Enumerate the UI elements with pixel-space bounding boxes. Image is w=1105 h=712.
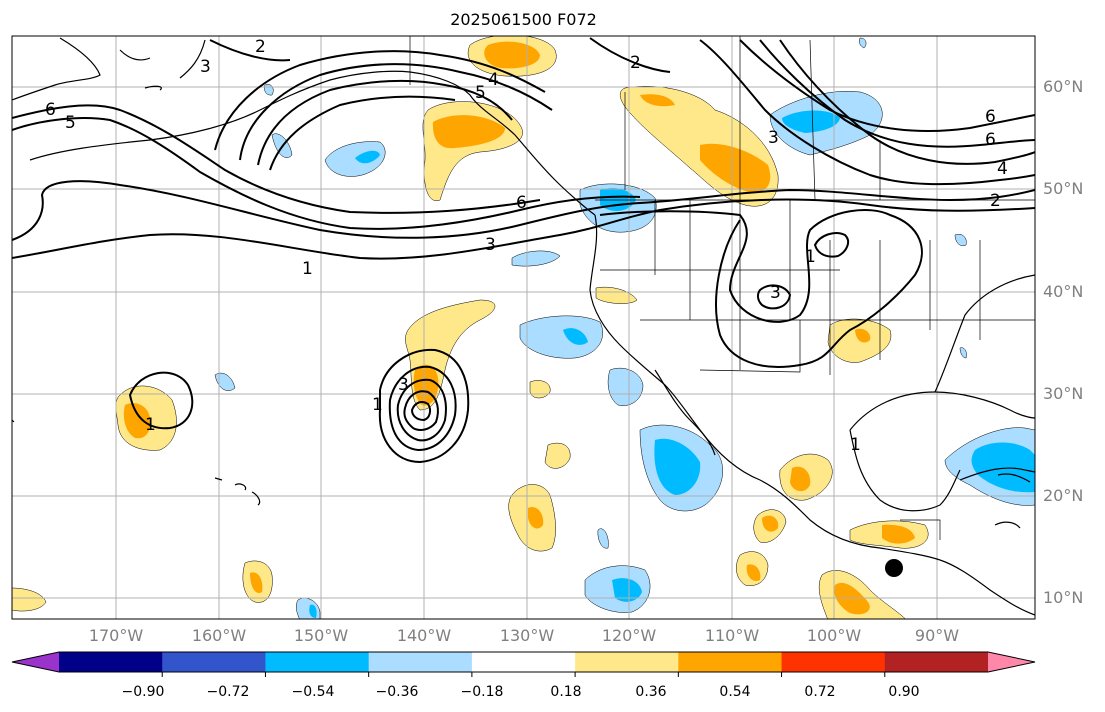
map-area: 6 5 3 2 4 5 6 3 1 2 6 3 6 4 2 1 3 1 1 3 … [12,36,1035,619]
colorbar-segment [265,652,370,672]
map-frame [11,35,1036,620]
contour-label: 6 [45,100,56,120]
colorbar-tick-label: −0.54 [291,684,335,700]
coastlines [12,37,1035,616]
gridlines [12,36,1035,619]
contour-label: 1 [372,395,383,415]
lon-label: 130°W [499,626,555,645]
colorbar-tick-label: 0.36 [635,684,667,700]
contour-label: 6 [516,193,527,213]
lat-label: 20°N [1043,486,1084,505]
map-title: 2025061500 F072 [450,10,597,29]
lon-label: 90°W [914,626,960,645]
lon-label: 100°W [806,626,862,645]
contour-label: 3 [398,375,409,395]
contour-label: 2 [630,53,641,73]
contour-label: 1 [145,415,156,435]
contour-label: 4 [488,70,499,90]
contour-label: 1 [850,435,861,455]
contour-label: 6 [985,130,996,150]
lon-label: 160°W [191,626,247,645]
colorbar-segment [368,652,473,672]
contour-label: 3 [200,57,211,77]
lon-label: 150°W [293,626,349,645]
contour-label: 3 [485,235,496,255]
contour-label: 6 [985,107,996,127]
negative-anomaly-medium [309,110,1035,618]
contour-label: 2 [990,191,1001,211]
colorbar-segment [575,652,679,672]
colorbar-tick-label: 0.90 [888,684,920,700]
colorbar-segment [884,652,989,672]
colorbar-tick-label: 0.72 [804,684,836,700]
lon-label: 170°W [88,626,144,645]
height-contours [12,37,1035,464]
colorbar-tick-label: 0.18 [550,684,582,700]
colorbar-tick-label: −0.18 [460,684,504,700]
lon-label: 120°W [601,626,657,645]
colorbar-extend-max [988,652,1035,672]
lat-label: 50°N [1043,179,1084,198]
colorbar-extend-min [12,652,59,672]
black-dot-marker [885,559,903,577]
lat-label: 10°N [1043,588,1084,607]
colorbar-segment [471,652,576,672]
colorbar-tick-label: −0.72 [206,684,250,700]
colorbar-segment [781,652,886,672]
contour-label: 1 [805,247,816,267]
contour-labels: 6 5 3 2 4 5 6 3 1 2 6 3 6 4 2 1 3 1 1 3 … [45,37,1008,455]
lat-label: 30°N [1043,384,1084,403]
colorbar-tick-label: −0.36 [375,684,419,700]
islands [214,473,1031,529]
colorbar [11,651,1036,677]
colorbar-segment [59,652,163,672]
contour-label: 5 [65,113,76,133]
colorbar-segment [162,652,266,672]
colorbar-segment [678,652,783,672]
contour-label: 3 [770,283,781,303]
contour-label: 5 [475,83,486,103]
contour-label: 4 [997,159,1008,179]
lat-label: 60°N [1043,77,1084,96]
positive-anomaly-medium [123,41,915,615]
colorbar-tick-label: 0.54 [719,684,751,700]
contour-label: 2 [255,37,266,57]
colorbar-tick-label: −0.90 [121,684,165,700]
lon-label: 140°W [396,626,452,645]
colorbar-outline [11,651,1036,673]
contour-label: 1 [302,259,313,279]
lat-label: 40°N [1043,282,1084,301]
contour-label: 3 [768,128,779,148]
lon-label: 110°W [704,626,760,645]
